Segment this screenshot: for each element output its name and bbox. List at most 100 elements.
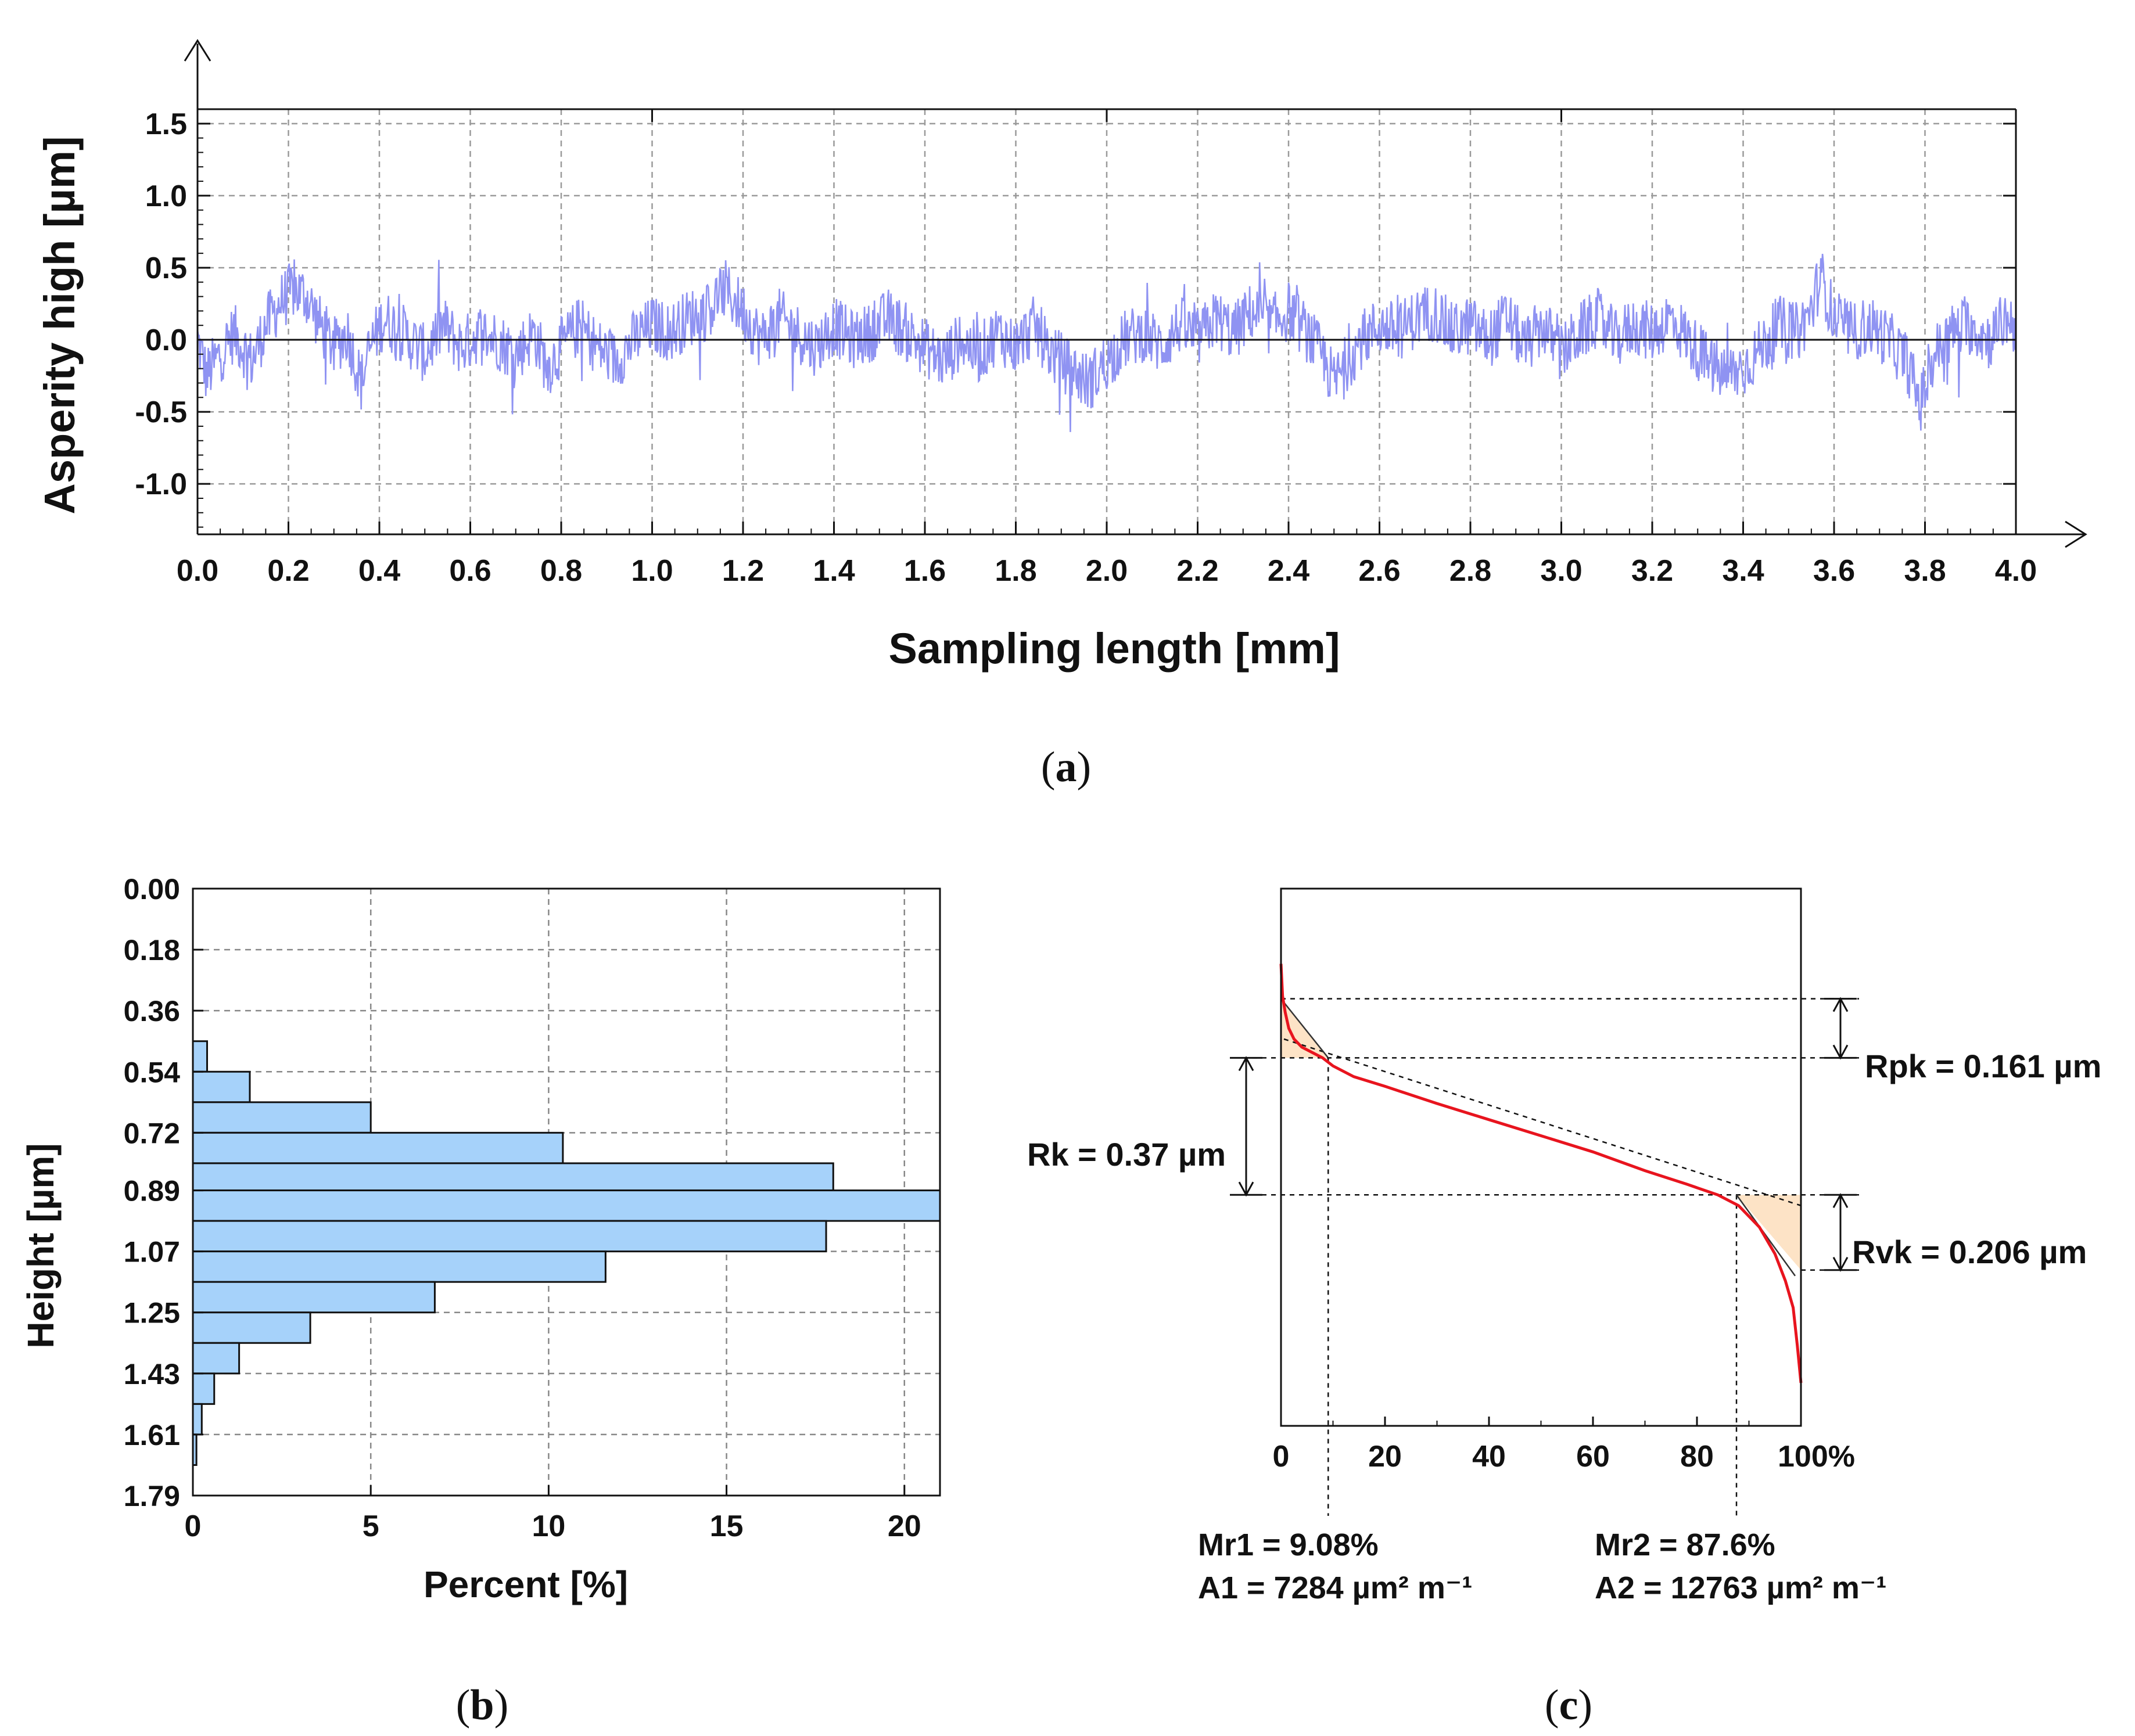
panel-b-x-axis-title: Percent [%] xyxy=(424,1564,628,1605)
panel-b-bar xyxy=(192,1162,834,1192)
mr1-label: Mr1 = 9.08% xyxy=(1198,1527,1379,1562)
panel-a-x-ticks: 0.0 0.2 0.4 0.6 0.8 1.0 1.2 1.4 1.6 1.8 2.0 2.2 2.4 2… xyxy=(177,109,2037,588)
panel-a-x-tick-label: 0.2 xyxy=(267,554,309,588)
panel-b-frame xyxy=(192,887,941,1497)
panel-a-x-arrowhead xyxy=(2065,520,2087,548)
mr2-label: Mr2 = 87.6% xyxy=(1595,1527,1775,1562)
panel-c-guide-lines xyxy=(1243,998,1859,1516)
panel-b-y-tick-label: 1.61 xyxy=(124,1419,180,1451)
panel-a-y-ticks: 1.5 1.0 0.5 0.0 -0.5 -1.0 xyxy=(135,107,2016,528)
panel-b-bar xyxy=(192,1403,203,1436)
panel-b-x-tick-label: 20 xyxy=(888,1509,921,1543)
panel-b-bar xyxy=(192,1070,251,1104)
panel-a-series xyxy=(196,253,2017,432)
rk-label: Rk = 0.37 µm xyxy=(1027,1136,1226,1173)
panel-b-caption-close: ) xyxy=(494,1681,509,1729)
panel-c-bearing-curve xyxy=(1279,964,1803,1383)
panel-c-caption-open: ( xyxy=(1545,1681,1559,1729)
panel-c-x-tick-label: 80 xyxy=(1680,1440,1714,1473)
panel-c-dimension-markers xyxy=(1230,997,1857,1272)
panel-a-x-tick-label: 0.4 xyxy=(358,554,400,588)
panel-a-x-tick-label: 2.2 xyxy=(1176,554,1218,588)
panel-b-y-tick-label: 0.89 xyxy=(124,1175,180,1207)
rpk-label: Rpk = 0.161 µm xyxy=(1865,1048,2101,1084)
panel-a-x-tick-label: 3.0 xyxy=(1540,554,1582,588)
panel-b-y-tick-label: 0.00 xyxy=(124,873,180,905)
panel-b-caption-letter: b xyxy=(470,1681,494,1729)
panel-a-x-tick-label: 3.6 xyxy=(1813,554,1855,588)
rvk-label: Rvk = 0.206 µm xyxy=(1852,1234,2087,1270)
panel-a-profile-line xyxy=(196,253,2017,432)
panel-c-x-tick-label: 100% xyxy=(1778,1440,1855,1473)
panel-a-x-tick-label: 2.0 xyxy=(1086,554,1128,588)
panel-a-x-tick-label: 4.0 xyxy=(1995,554,2037,588)
panel-c-axes xyxy=(1280,887,1802,1427)
panel-a-x-tick-label: 1.4 xyxy=(813,554,855,588)
panel-a-y-tick-label: 0.5 xyxy=(145,251,187,285)
panel-a-caption: (a) xyxy=(1041,743,1091,791)
panel-a-x-tick-label: 0.6 xyxy=(449,554,491,588)
panel-a-x-tick-label: 0.8 xyxy=(540,554,582,588)
panel-c-fill-a2 xyxy=(1736,1195,1801,1270)
panel-b-x-tick-label: 10 xyxy=(532,1509,565,1543)
panel-a-y-tick-label: 1.0 xyxy=(145,179,187,213)
panel-c-x-tick-label: 40 xyxy=(1472,1440,1506,1473)
panel-b-bar xyxy=(192,1131,564,1164)
panel-a-x-tick-label: 3.2 xyxy=(1631,554,1673,588)
panel-b-bars xyxy=(192,1040,941,1466)
panel-a-profile-chart: 0.0 0.2 0.4 0.6 0.8 1.0 1.2 1.4 1.6 1.8 2.0 2.2 2.4 2… xyxy=(35,39,2087,791)
panel-b-bar xyxy=(192,1040,208,1073)
panel-a-x-tick-label: 1.0 xyxy=(631,554,673,588)
panel-a-y-arrowhead xyxy=(184,39,211,62)
panel-a-caption-letter: a xyxy=(1056,743,1077,791)
panel-b-y-tick-label: 1.79 xyxy=(124,1480,180,1512)
panel-c-x-tick-label: 0 xyxy=(1273,1440,1290,1473)
panel-a-y-axis-title: Asperity high [µm] xyxy=(35,136,84,514)
panel-b-bar xyxy=(192,1311,311,1344)
panel-a-x-tick-label: 3.8 xyxy=(1904,554,1946,588)
panel-b-bar xyxy=(192,1220,827,1253)
panel-c-x-tick-label: 20 xyxy=(1368,1440,1402,1473)
panel-a-x-tick-label: 1.2 xyxy=(722,554,764,588)
panel-b-bar xyxy=(192,1101,372,1134)
panel-c-caption: (c) xyxy=(1545,1681,1592,1729)
panel-b-y-tick-label: 0.54 xyxy=(124,1056,181,1088)
panel-c-x-ticks: 0 20 40 60 80 100% xyxy=(1273,1417,1855,1473)
panel-b-x-tick-label: 15 xyxy=(710,1509,744,1543)
panel-a-caption-close: ) xyxy=(1077,743,1092,791)
panel-c-x-tick-label: 60 xyxy=(1576,1440,1610,1473)
panel-b-bar xyxy=(192,1372,216,1405)
panel-b-axes xyxy=(192,887,941,1497)
panel-a-grid xyxy=(198,109,2016,534)
panel-a-y-tick-label: -0.5 xyxy=(135,396,187,429)
panel-c-frame xyxy=(1280,887,1802,1427)
panel-b-bar xyxy=(192,1250,607,1283)
panel-b-histogram: 0 5 10 15 20 0.00 0.18 0.36 0.54 0.72 0.89 1.07 1.2… xyxy=(20,873,941,1729)
panel-a-y-tick-label: -1.0 xyxy=(135,468,187,501)
panel-b-bar xyxy=(192,1342,241,1375)
panel-c-abbott-curve: 0 20 40 60 80 100% Rpk = 0.161 µm Rk = 0.37 µ… xyxy=(1027,887,2101,1729)
panel-b-y-tick-label: 0.72 xyxy=(124,1117,180,1149)
panel-a-x-tick-label: 1.8 xyxy=(995,554,1036,588)
panel-a-y-tick-label: 0.0 xyxy=(145,324,187,357)
panel-a-caption-open: ( xyxy=(1041,743,1056,791)
panel-b-caption-open: ( xyxy=(456,1681,471,1729)
panel-a-axes xyxy=(184,39,2087,548)
panel-c-equivalent-line xyxy=(1283,1038,1802,1206)
panel-a-x-tick-label: 2.4 xyxy=(1268,554,1309,588)
a2-label: A2 = 12763 µm² m⁻¹ xyxy=(1595,1570,1886,1605)
panel-b-caption: (b) xyxy=(456,1681,508,1729)
a1-label: A1 = 7284 µm² m⁻¹ xyxy=(1198,1570,1472,1605)
panel-a-x-axis-title: Sampling length [mm] xyxy=(889,624,1340,673)
panel-c-triangle-edge-1 xyxy=(1280,998,1329,1059)
panel-b-y-tick-label: 1.43 xyxy=(124,1358,180,1390)
panel-a-x-tick-label: 1.6 xyxy=(904,554,946,588)
panel-a-x-tick-label: 2.6 xyxy=(1358,554,1400,588)
panel-b-y-tick-label: 1.07 xyxy=(124,1236,180,1268)
panel-a-y-tick-label: 1.5 xyxy=(145,107,187,141)
panel-b-bar xyxy=(192,1281,436,1314)
panel-c-curve-group xyxy=(1279,964,1803,1383)
panel-b-y-tick-label: 1.25 xyxy=(124,1297,180,1329)
panel-b-y-tick-label: 0.18 xyxy=(124,934,180,966)
